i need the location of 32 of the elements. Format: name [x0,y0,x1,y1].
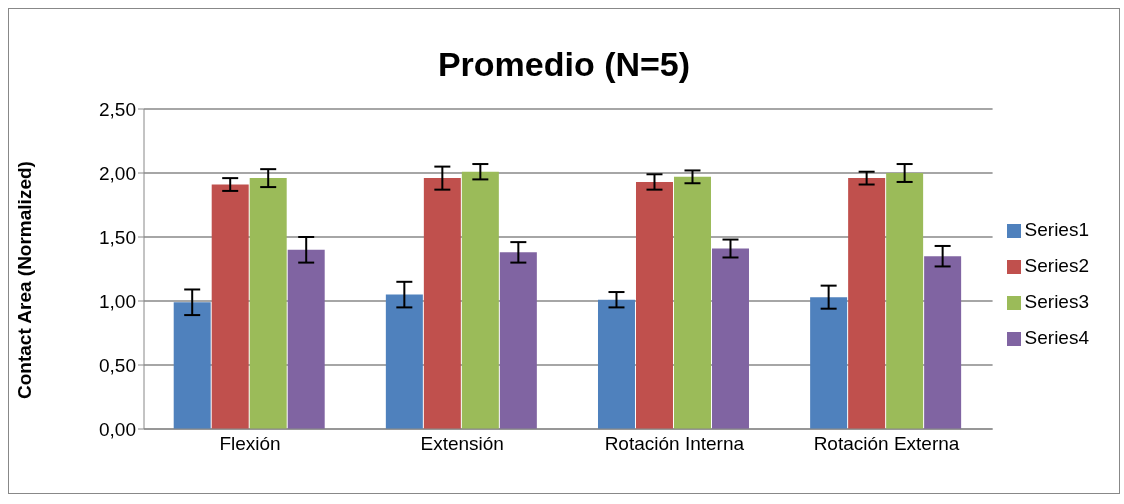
y-tick-label: 2,00 [99,162,136,184]
bar [287,249,325,429]
bar [886,173,924,429]
y-tick-label: 1,00 [99,290,136,312]
bar [461,171,499,429]
chart-title: Promedio (N=5) [436,44,692,85]
legend-label: Series2 [1024,255,1089,276]
x-tick-label: Extensión [420,433,504,455]
legend-label: Series4 [1024,327,1089,348]
bar [173,302,211,429]
y-tick-label: 0,00 [99,418,136,440]
legend-label: Series1 [1024,219,1089,240]
bar [924,256,962,429]
bar [423,178,461,429]
y-tick-label: 0,50 [99,354,136,376]
bar [249,178,287,429]
bar [597,299,635,429]
bar [848,178,886,429]
bar [211,184,249,429]
legend-label: Series3 [1024,291,1089,312]
bar [673,176,711,429]
y-axis-title: Contact Area (Normalized) [13,161,35,399]
bar [499,252,537,429]
bar [635,181,673,429]
x-tick-label: Flexión [219,433,281,455]
bar [385,294,423,429]
bar [810,297,848,429]
x-tick-label: Rotación Externa [813,433,960,455]
x-tick-label: Rotación Interna [604,433,745,455]
bar [711,248,749,429]
y-tick-label: 1,50 [99,226,136,248]
y-tick-label: 2,50 [99,98,136,120]
